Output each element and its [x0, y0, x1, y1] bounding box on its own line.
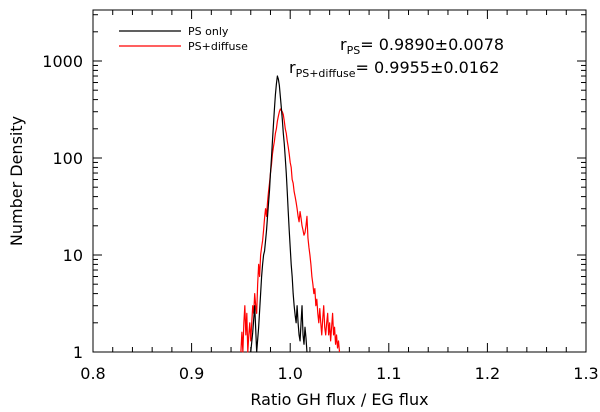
annotation-r-ps-subscript: PS [347, 44, 361, 57]
axis-tick-labels: 0.8 0.9 1.0 1.1 1.2 1.3 1 10 100 1000 [42, 52, 598, 383]
plot-frame [92, 9, 587, 353]
annotation-r-ps-diffuse-value: = 0.9955±0.0162 [356, 58, 500, 77]
x-tick-label: 0.8 [80, 364, 105, 383]
axis-ticks [92, 10, 587, 353]
x-axis-label: Ratio GH flux / EG flux [250, 390, 428, 409]
legend-label-ps-only: PS only [188, 25, 229, 38]
annotation-r-ps-diffuse-subscript: PS+diffuse [296, 67, 356, 80]
annotation-r-ps: rPS= 0.9890±0.0078 [340, 35, 504, 57]
legend: PS only PS+diffuse [119, 25, 248, 53]
legend-label-ps-diffuse: PS+diffuse [188, 40, 248, 53]
x-tick-label: 1.2 [475, 364, 500, 383]
x-tick-label: 1.0 [277, 364, 302, 383]
y-tick-label: 1000 [42, 52, 83, 71]
annotation-r-ps-value: = 0.9890±0.0078 [360, 35, 504, 54]
annotation-r-ps-symbol: r [340, 35, 347, 54]
y-tick-label: 10 [63, 246, 83, 265]
series-lines [240, 75, 341, 353]
x-tick-label: 1.1 [376, 364, 401, 383]
y-tick-label: 1 [73, 343, 83, 362]
y-tick-label: 100 [52, 149, 83, 168]
y-axis-label: Number Density [7, 116, 26, 246]
series-line-ps-diffuse [240, 108, 341, 353]
series-line-ps-only [250, 75, 308, 353]
x-tick-label: 0.9 [179, 364, 204, 383]
x-tick-label: 1.3 [573, 364, 598, 383]
annotation-r-ps-diffuse-symbol: r [289, 58, 296, 77]
annotation-r-ps-diffuse: rPS+diffuse= 0.9955±0.0162 [289, 58, 499, 80]
